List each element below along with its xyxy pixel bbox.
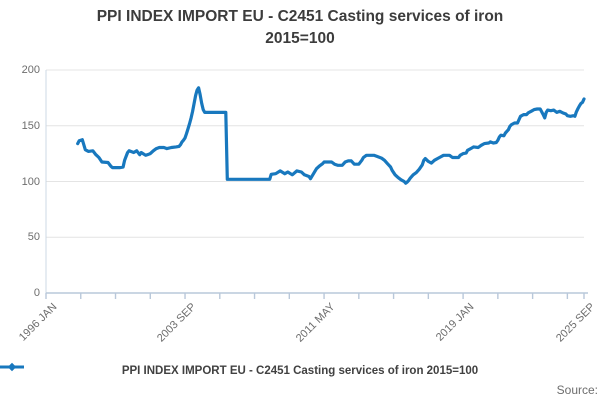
y-tick-label: 200 [21,64,40,76]
series-line [76,86,586,185]
legend-label: PPI INDEX IMPORT EU - C2451 Casting serv… [121,365,479,377]
source-note: Source: [556,383,598,397]
legend: PPI INDEX IMPORT EU - C2451 Casting serv… [0,362,600,380]
y-tick-label: 0 [33,287,40,299]
y-tick-label: 100 [21,175,40,188]
chart-title-line2: 2015=100 [265,30,335,47]
line-with-diamond-icon [0,362,24,372]
y-tick-label: 150 [21,119,40,132]
y-tick-label: 50 [27,231,40,244]
chart-title-line1: PPI INDEX IMPORT EU - C2451 Casting serv… [96,8,504,25]
chart-title: PPI INDEX IMPORT EU - C2451 Casting serv… [0,6,600,50]
